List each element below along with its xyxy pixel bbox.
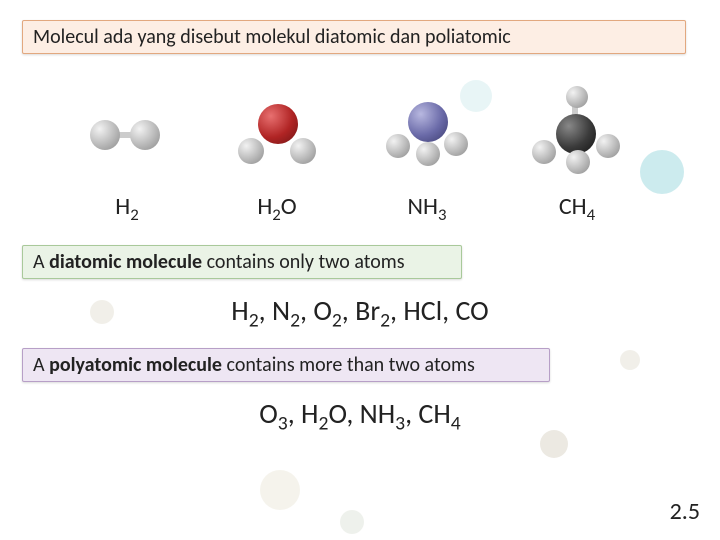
polyatomic-examples: O3, H2O, NH3, CH4 [22,396,698,436]
label-h2: H2 [72,192,182,225]
molecule-diagram-row [72,84,698,184]
banner-polyatomic-prefix: A [33,353,49,377]
banner-polyatomic: A polyatomic molecule contains more than… [22,348,550,382]
banner-polyatomic-bold: polyatomic molecule [49,353,222,377]
molecule-h2 [72,84,182,184]
page-number: 2.5 [670,497,700,526]
label-nh3: NH3 [372,192,482,225]
banner-top: Molecul ada yang disebut molekul diatomi… [22,20,686,54]
diatomic-examples: H2, N2, O2, Br2, HCl, CO [22,293,698,333]
molecule-ch4 [522,84,632,184]
molecule-label-row: H2 H2O NH3 CH4 [72,192,698,225]
label-h2o: H2O [222,192,332,225]
banner-polyatomic-suffix: contains more than two atoms [222,353,475,377]
molecule-h2o [222,84,332,184]
molecule-nh3 [372,84,482,184]
banner-diatomic-prefix: A [33,250,49,274]
banner-diatomic-bold: diatomic molecule [49,250,202,274]
banner-diatomic-suffix: contains only two atoms [202,250,405,274]
label-ch4: CH4 [522,192,632,225]
banner-diatomic: A diatomic molecule contains only two at… [22,245,462,279]
